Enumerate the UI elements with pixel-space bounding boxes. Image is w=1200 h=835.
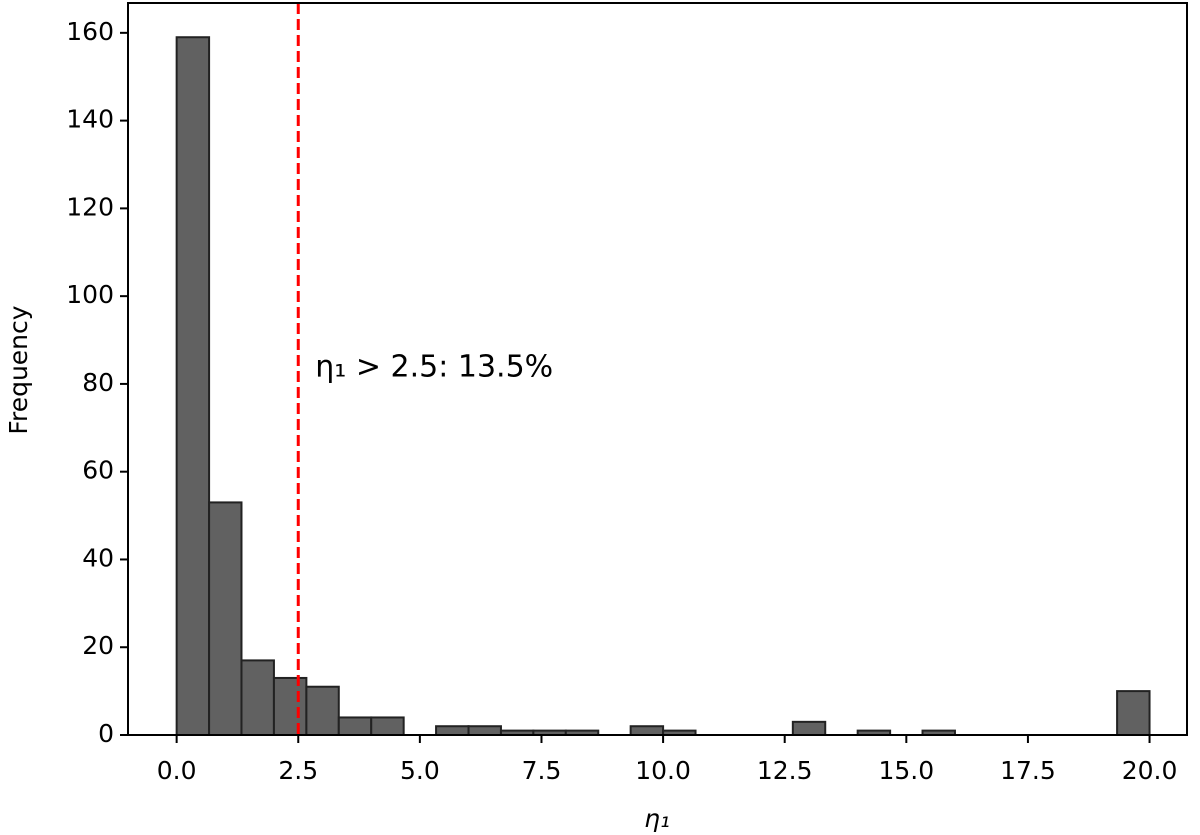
bar xyxy=(208,501,243,736)
y-tick-label: 120 xyxy=(66,192,114,221)
x-tick-label: 2.5 xyxy=(278,756,318,785)
x-tick-label: 17.5 xyxy=(1000,756,1056,785)
x-tick-label: 15.0 xyxy=(878,756,934,785)
x-tick-label: 20.0 xyxy=(1122,756,1178,785)
bar xyxy=(272,676,308,737)
bar xyxy=(240,659,275,737)
x-tick-label: 10.0 xyxy=(635,756,691,785)
y-tick-label: 160 xyxy=(66,17,114,46)
x-tick-label: 0.0 xyxy=(157,756,197,785)
annotation: η₁ > 2.5: 13.5% xyxy=(315,350,553,385)
bar xyxy=(1116,690,1151,737)
y-tick-label: 20 xyxy=(82,631,114,660)
bar xyxy=(337,716,373,737)
bar xyxy=(175,36,211,736)
bar xyxy=(370,716,405,737)
bar xyxy=(791,720,827,737)
bar xyxy=(435,725,470,737)
y-tick-label: 100 xyxy=(66,280,114,309)
y-tick-label: 80 xyxy=(82,368,114,397)
x-tick-label: 7.5 xyxy=(522,756,562,785)
y-tick-label: 40 xyxy=(82,543,114,572)
bar xyxy=(305,685,340,737)
plot-frame xyxy=(127,2,1188,736)
y-tick-label: 0 xyxy=(98,719,114,748)
y-tick-label: 60 xyxy=(82,456,114,485)
x-tick-label: 12.5 xyxy=(757,756,813,785)
bar xyxy=(467,725,502,737)
x-tick-label: 5.0 xyxy=(400,756,440,785)
bar xyxy=(629,725,665,737)
x-axis-label: η₁ xyxy=(644,804,670,833)
y-axis-label: Frequency xyxy=(4,305,33,434)
y-tick-label: 140 xyxy=(66,105,114,134)
